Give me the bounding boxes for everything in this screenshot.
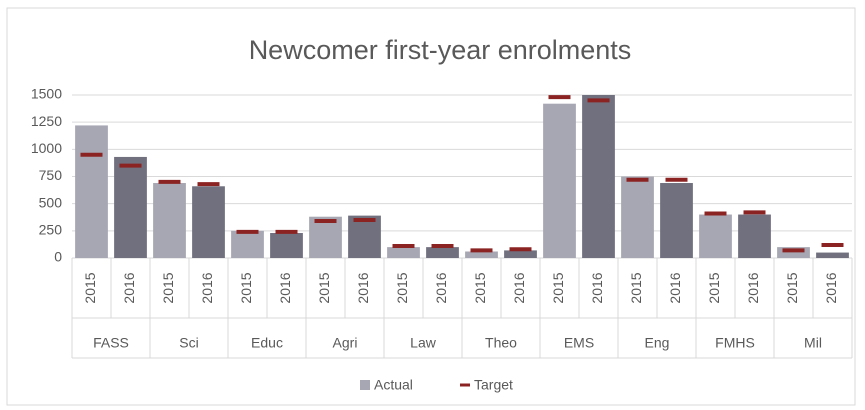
legend-label: Actual: [374, 377, 413, 393]
group-label: Educ: [251, 335, 283, 351]
x-tick-label: 2016: [433, 272, 449, 303]
group-label: Law: [410, 335, 437, 351]
y-tick-label: 1000: [31, 140, 62, 156]
bar: [114, 156, 147, 258]
y-tick-label: 1250: [31, 113, 62, 129]
bar: [738, 214, 771, 258]
x-tick-label: 2015: [160, 272, 176, 303]
x-tick-label: 2016: [277, 272, 293, 303]
x-tick-label: 2016: [121, 272, 137, 303]
bar: [348, 215, 381, 258]
x-tick-label: 2015: [784, 272, 800, 303]
chart-frame: [6, 7, 856, 406]
y-tick-label: 750: [39, 167, 63, 183]
x-tick-label: 2015: [550, 272, 566, 303]
group-label: FASS: [93, 335, 129, 351]
y-tick-label: 0: [54, 249, 62, 265]
x-tick-label: 2015: [706, 272, 722, 303]
legend-label: Target: [474, 377, 513, 393]
x-tick-label: 2015: [238, 272, 254, 303]
group-label: Mil: [804, 335, 822, 351]
x-tick-label: 2016: [199, 272, 215, 303]
x-tick-label: 2016: [511, 272, 527, 303]
bar: [660, 183, 693, 258]
chart-title: Newcomer first-year enrolments: [249, 35, 632, 65]
x-tick-label: 2016: [355, 272, 371, 303]
x-tick-label: 2015: [472, 272, 488, 303]
bar: [309, 216, 342, 258]
bar: [387, 247, 420, 258]
group-label: Sci: [179, 335, 198, 351]
x-tick-label: 2015: [394, 272, 410, 303]
bar: [699, 214, 732, 258]
bar: [426, 247, 459, 258]
x-tick-label: 2016: [745, 272, 761, 303]
x-tick-label: 2016: [589, 272, 605, 303]
bar: [816, 252, 849, 258]
y-tick-label: 250: [39, 222, 63, 238]
bar: [75, 125, 108, 258]
group-label: FMHS: [715, 335, 755, 351]
x-tick-label: 2015: [316, 272, 332, 303]
x-tick-label: 2015: [628, 272, 644, 303]
bar: [153, 183, 186, 258]
bar: [231, 230, 264, 258]
x-tick-label: 2016: [667, 272, 683, 303]
group-label: EMS: [564, 335, 594, 351]
y-tick-label: 1500: [31, 86, 62, 102]
bar: [582, 95, 615, 258]
bar: [192, 186, 225, 258]
bar: [465, 251, 498, 258]
bar: [504, 250, 537, 258]
bar: [270, 233, 303, 258]
legend-swatch: [360, 380, 370, 390]
bar: [777, 247, 810, 258]
group-label: Theo: [485, 335, 517, 351]
bar: [621, 176, 654, 258]
bar: [543, 103, 576, 259]
y-tick-label: 500: [39, 194, 63, 210]
x-tick-label: 2016: [823, 272, 839, 303]
x-tick-label: 2015: [82, 272, 98, 303]
group-label: Eng: [645, 335, 670, 351]
group-label: Agri: [333, 335, 358, 351]
